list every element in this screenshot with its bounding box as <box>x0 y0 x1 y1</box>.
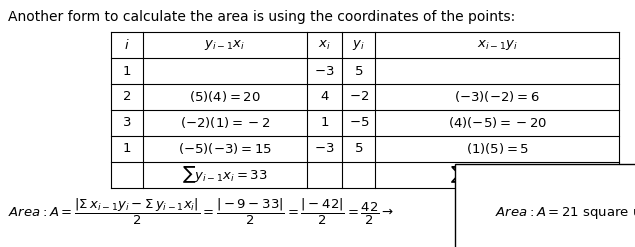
Text: $-3$: $-3$ <box>314 142 335 155</box>
Text: $(-3)(-2) = 6$: $(-3)(-2) = 6$ <box>455 89 540 104</box>
Text: $\sum y_{i-1}x_i = 33$: $\sum y_{i-1}x_i = 33$ <box>182 165 267 185</box>
Text: $(-2)(1) = -2$: $(-2)(1) = -2$ <box>180 115 270 130</box>
Text: $(1)(5) = 5$: $(1)(5) = 5$ <box>465 141 529 156</box>
Text: $\mathit{Area: A} = 21 \text{ square units}$: $\mathit{Area: A} = 21 \text{ square uni… <box>495 204 635 221</box>
Text: $y_i$: $y_i$ <box>352 38 365 52</box>
Text: $5$: $5$ <box>354 142 363 155</box>
Text: $\mathit{Area: A} = \dfrac{|\Sigma\, x_{i-1}y_i - \Sigma\, y_{i-1}x_i|}{2}= \dfr: $\mathit{Area: A} = \dfrac{|\Sigma\, x_{… <box>8 197 394 227</box>
Text: $4$: $4$ <box>319 90 330 103</box>
Text: Another form to calculate the area is using the coordinates of the points:: Another form to calculate the area is us… <box>8 10 515 24</box>
Text: $3$: $3$ <box>122 116 131 129</box>
Text: $y_{i-1}x_i$: $y_{i-1}x_i$ <box>204 38 245 52</box>
Text: $5$: $5$ <box>354 64 363 78</box>
Text: $1$: $1$ <box>320 116 329 129</box>
Text: $-5$: $-5$ <box>349 116 369 129</box>
Text: $\sum x_{i-1}y_i = -9$: $\sum x_{i-1}y_i = -9$ <box>450 165 544 185</box>
Text: $(5)(4) = 20$: $(5)(4) = 20$ <box>189 89 260 104</box>
Text: $1$: $1$ <box>123 142 131 155</box>
Text: $-3$: $-3$ <box>314 64 335 78</box>
Text: $-2$: $-2$ <box>349 90 369 103</box>
Text: $i$: $i$ <box>124 38 130 52</box>
Text: $1$: $1$ <box>123 64 131 78</box>
Text: $x_i$: $x_i$ <box>318 39 331 52</box>
Text: $2$: $2$ <box>123 90 131 103</box>
Text: $x_{i-1}y_i$: $x_{i-1}y_i$ <box>477 38 518 52</box>
Text: $(4)(-5) = -20$: $(4)(-5) = -20$ <box>448 115 547 130</box>
Text: $(-5)(-3) = 15$: $(-5)(-3) = 15$ <box>178 141 272 156</box>
